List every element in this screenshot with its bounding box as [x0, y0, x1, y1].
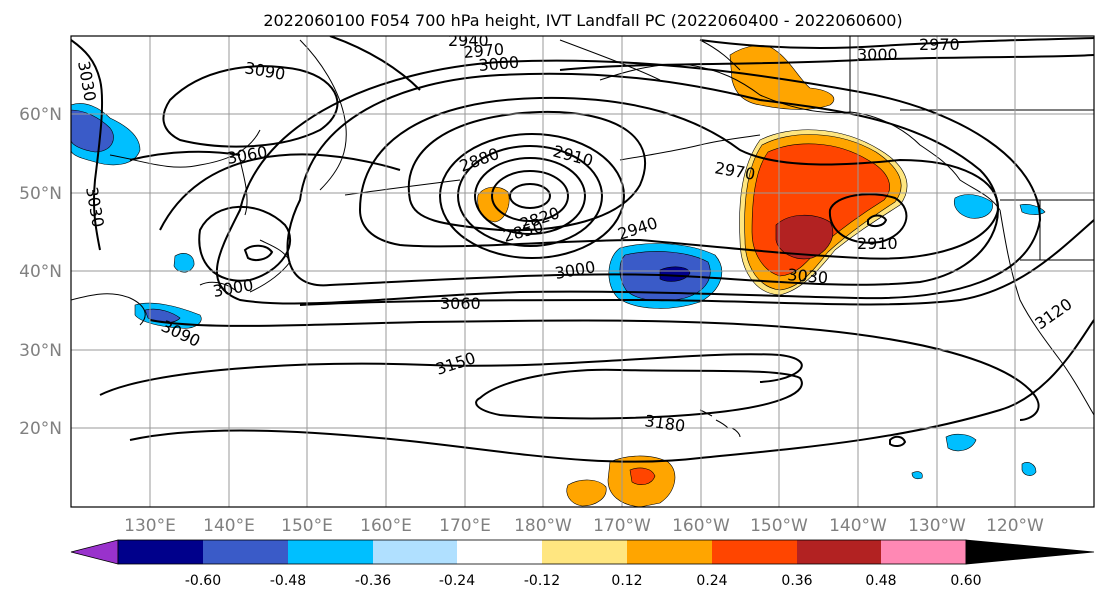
map-frame — [70, 35, 1095, 508]
colorbar-bin — [203, 540, 288, 564]
shade-redorange-south — [629, 467, 656, 485]
colorbar-bin — [118, 540, 203, 564]
colorbar-tick-label: 0.24 — [696, 573, 727, 589]
lat-label-40n: 40°N — [19, 262, 62, 282]
colorbar: -0.60 -0.48 -0.36 -0.24 -0.12 0.12 0.24 … — [70, 539, 1095, 589]
lon-label-120w: 120°W — [986, 516, 1044, 536]
contour-label: 2940 — [448, 31, 489, 50]
lon-label-130w: 130°W — [908, 516, 966, 536]
contour-ne-3000 — [559, 54, 1094, 71]
shade-blue-bc — [953, 194, 993, 219]
ivt-shading — [71, 45, 1046, 507]
canada-borders — [849, 36, 1094, 261]
lon-label-180w: 180°W — [514, 516, 572, 536]
contour-3030 — [215, 59, 1042, 305]
colorbar-bin — [373, 540, 457, 564]
colorbar-bin — [457, 540, 542, 564]
height-contours — [71, 36, 1094, 463]
contour-low-3 — [474, 157, 586, 235]
coast-kamchatka — [299, 39, 347, 191]
contour-3000-main — [286, 72, 999, 287]
lat-label-60n: 60°N — [19, 105, 62, 125]
contour-low-5 — [439, 133, 625, 259]
shade-bluemid-west — [71, 109, 114, 153]
contour-ne-2970 — [699, 37, 1094, 49]
shade-blue-se1 — [945, 433, 977, 452]
contour-3030-west — [71, 39, 104, 251]
colorbar-tick-label: 0.60 — [950, 573, 981, 589]
colorbar-bin — [712, 540, 797, 564]
latitude-labels: 60°N 50°N 40°N 30°N 20°N — [19, 105, 62, 439]
contour-label: 2910 — [857, 234, 898, 253]
contour-low-1 — [509, 183, 551, 209]
colorbar-tick-label: -0.36 — [355, 573, 391, 589]
lat-label-50n: 50°N — [19, 184, 62, 204]
colorbar-extend-left — [70, 539, 119, 565]
colorbar-extend-right — [965, 539, 1095, 565]
contour-3090 — [149, 319, 1040, 421]
contour-label: 2970 — [463, 40, 505, 62]
lon-label-170w: 170°W — [593, 516, 651, 536]
contour-3000-japan — [198, 205, 291, 282]
graticule — [71, 36, 1094, 507]
lat-label-30n: 30°N — [19, 341, 62, 361]
colorbar-tick-label: -0.60 — [185, 573, 221, 589]
colorbar-tick-label: 0.48 — [865, 573, 896, 589]
contour-label: 2970 — [919, 35, 960, 54]
colorbar-frame — [117, 539, 967, 565]
coast-north-america — [999, 209, 1094, 416]
lon-label-150w: 150°W — [750, 516, 808, 536]
lon-label-150e: 150°E — [281, 516, 333, 536]
lon-label-140w: 140°W — [829, 516, 887, 536]
contour-3090-nw — [162, 65, 339, 148]
shade-orange-alaska — [729, 45, 835, 110]
shade-orange-south1 — [566, 479, 607, 507]
contour-3180 — [475, 368, 803, 420]
contour-2940 — [407, 110, 646, 232]
contour-low-2 — [491, 170, 569, 222]
contour-label: 3030 — [787, 265, 829, 287]
lat-label-20n: 20°N — [19, 419, 62, 439]
map-panel: 3030 3090 3060 3030 2940 2970 3000 3000 … — [70, 31, 1095, 508]
colorbar-bin — [797, 540, 881, 564]
longitude-labels: 130°E 140°E 150°E 160°E 170°E 180°W 170°… — [124, 516, 1044, 536]
contour-3120 — [129, 319, 1094, 463]
shade-blue-se2 — [1021, 462, 1037, 476]
contour-3060-nw — [129, 36, 421, 161]
shade-blue-japan — [173, 253, 195, 273]
colorbar-tick-label: -0.12 — [524, 573, 560, 589]
colorbar-tick-label: 0.36 — [781, 573, 812, 589]
contour-label: 3000 — [857, 45, 898, 64]
contour-high-goa-inner — [867, 214, 888, 228]
contour-3150 — [99, 353, 803, 396]
lon-label-160w: 160°W — [672, 516, 730, 536]
lon-label-130e: 130°E — [124, 516, 176, 536]
colorbar-tick-label: -0.48 — [270, 573, 306, 589]
colorbar-bin — [627, 540, 712, 564]
colorbar-tick-label: -0.24 — [439, 573, 475, 589]
contour-label: 3060 — [440, 294, 481, 313]
contour-label: 3000 — [478, 53, 520, 75]
colorbar-bin — [881, 540, 966, 564]
colorbar-bin — [542, 540, 627, 564]
contour-3060 — [159, 153, 1094, 306]
colorbar-tick-label: 0.12 — [611, 573, 642, 589]
lon-label-170e: 170°E — [439, 516, 491, 536]
lon-label-160e: 160°E — [360, 516, 412, 536]
contour-high-goa — [828, 193, 908, 244]
figure-title: 2022060100 F054 700 hPa height, IVT Land… — [263, 11, 902, 30]
contour-se-small — [889, 435, 907, 448]
contour-low-4 — [457, 145, 603, 247]
colorbar-bin — [288, 540, 373, 564]
contour-japan-low — [243, 244, 274, 261]
lon-label-140e: 140°E — [203, 516, 255, 536]
shade-blue-se3 — [911, 471, 923, 480]
